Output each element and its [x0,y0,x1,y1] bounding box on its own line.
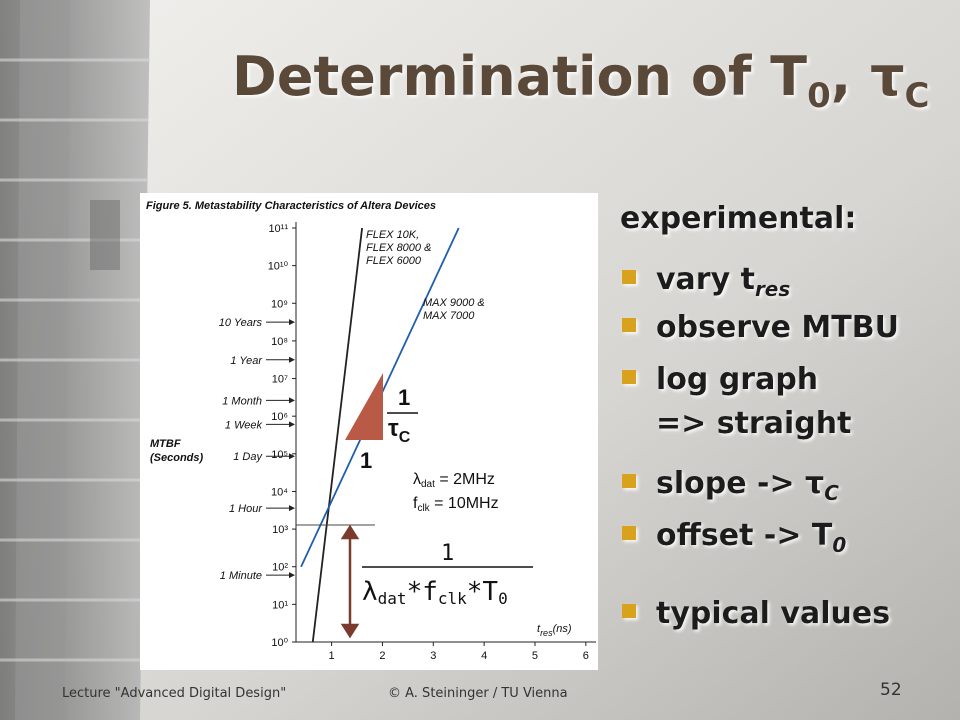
time-tick-label: 1 Week [225,419,263,431]
bullet-text: vary t [656,262,755,297]
bullet-sub: C [824,481,839,505]
formula-num: 1 [441,541,454,566]
title-sub: C [905,76,930,116]
y-tick-label: 10³ [272,524,288,536]
fclk-note: fclk = 10MHz [413,495,499,514]
y-tick-label: 10⁷ [272,374,288,386]
series-label: FLEX 8000 & [366,242,431,254]
slope-num: 1 [398,385,410,410]
formula-sub: clk [438,589,467,608]
formula-part: *T [467,577,499,607]
arrow-head [289,397,295,404]
y-tick-label: 10¹ [272,599,288,611]
y-tick-label: 10⁹ [271,298,288,310]
note-part: = 2MHz [435,471,495,488]
series-label: FLEX 6000 [366,255,422,267]
note-sub: dat [421,479,435,490]
x-label-sub: res [540,628,553,638]
y-tick-label: 10² [272,562,288,574]
time-tick-label: 1 Day [233,451,263,463]
figure: Figure 5. Metastability Characteristics … [140,193,598,670]
x-tick-label: 5 [532,650,538,662]
y-tick-label: 10⁴ [271,486,288,498]
time-tick-label: 1 Hour [229,503,263,515]
y-tick-label: 10⁶ [271,411,288,423]
x-tick-label: 1 [329,650,335,662]
title-text: , τ [831,45,905,108]
time-tick-label: 1 Year [230,355,263,367]
x-tick-label: 4 [481,650,487,662]
y-label: MTBF [150,438,181,450]
series-line [311,227,363,643]
formula-part: *f [407,577,438,607]
arrow-head [289,572,295,579]
y-tick-label: 10¹⁰ [268,261,289,273]
slope-den-sub: C [399,429,411,446]
bullet-heading: experimental: [620,201,856,236]
x-tick-label: 6 [583,650,589,662]
page-number: 52 [880,680,902,700]
formula-den: λdat*fclk*T0 [362,577,508,608]
bullet: offset -> T0 [656,518,846,557]
bullet: typical values [656,596,890,631]
bullet: => straight [656,406,851,441]
note-sub: clk [417,503,430,514]
arrow-head [289,505,295,512]
series-label: MAX 7000 [423,310,475,322]
plot: 10⁰ 10¹ 10² 10³ 10⁴ 10⁵ 10⁶ 10⁷ 10⁸ 10⁹ 10¹⁰ 10¹¹ 1 2… [219,222,596,662]
bullet: observe MTBU [656,310,899,345]
y-label: (Seconds) [150,452,204,464]
series-label: MAX 9000 & [423,297,485,309]
bullet-text: offset -> T [656,518,833,553]
slide-title: Determination of T0, τC [232,45,929,116]
building [0,0,150,720]
time-tick-label: 1 Month [222,395,262,407]
time-tick-label: 10 Years [219,317,263,329]
y-tick-label: 10⁸ [271,336,288,348]
bullet-sub: res [755,277,790,301]
footer-center: © A. Steininger / TU Vienna [388,686,568,701]
slope-labels: 1 τC 1 [360,385,418,473]
slope-den-part: τ [388,415,399,442]
bullet-text: slope -> τ [656,466,824,501]
time-tick-label: 1 Minute [220,570,262,582]
y-tick-label: 10⁵ [271,449,288,461]
formula-part: λ [362,577,378,607]
bullet: log graph [656,362,818,397]
x-tick-label: 3 [430,650,436,662]
x-label: tres(ns) [537,623,572,638]
note-part: f [413,495,418,512]
footer-left: Lecture "Advanced Digital Design" [62,686,286,701]
title-sub: 0 [807,76,831,116]
figure-title: Figure 5. Metastability Characteristics … [146,200,436,212]
formula-sub: dat [378,589,407,608]
formula-sub: 0 [498,589,508,608]
slope-base: 1 [360,448,372,473]
y-tick-label: 10¹¹ [268,223,288,235]
bullet-sub: 0 [832,533,846,557]
bullet: vary tres [656,262,790,301]
x-label-part: t [537,623,541,635]
arrow-head [289,319,295,326]
offset-arrow [340,524,360,639]
bullet: slope -> τC [656,466,839,505]
series-label: FLEX 10K, [366,229,419,241]
note-part: λ [413,471,421,488]
arrow-head [289,421,295,428]
y-tick-label: 10⁰ [271,637,288,649]
arrow-head [289,356,295,363]
slope-den: τC [388,415,411,446]
note-part: = 10MHz [430,495,499,512]
lambda-note: λdat = 2MHz [413,471,495,490]
slope-triangle [345,373,383,440]
arrow-head [289,453,295,460]
x-tick-label: 2 [379,650,385,662]
bullet-markers [622,270,636,618]
x-label-part: (ns) [553,623,572,635]
bullet-list: experimental: vary tres observe MTBU log… [620,201,899,631]
title-text: Determination of T [232,45,807,108]
